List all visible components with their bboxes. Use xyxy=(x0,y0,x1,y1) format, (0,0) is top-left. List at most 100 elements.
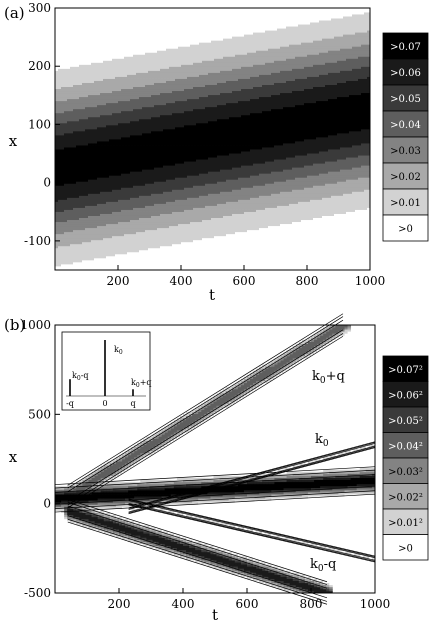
heat-cell xyxy=(79,249,83,253)
heat-cell xyxy=(91,255,95,259)
heat-cell xyxy=(91,199,95,202)
heat-cell xyxy=(70,86,74,90)
heat-cell xyxy=(97,46,101,49)
heat-cell xyxy=(94,219,98,223)
heat-cell xyxy=(82,68,86,71)
heat-cell xyxy=(97,100,101,104)
heat-cell xyxy=(55,167,59,170)
heat-cell xyxy=(70,46,74,49)
heat-cell xyxy=(97,229,101,233)
heat-cell xyxy=(61,189,65,192)
heat-cell xyxy=(85,163,89,166)
heat-cell xyxy=(79,239,83,243)
heat-cell xyxy=(76,235,80,239)
heat-cell xyxy=(58,106,62,110)
heat-cell xyxy=(97,116,101,120)
heat-cell xyxy=(58,245,62,249)
heat-cell xyxy=(67,227,71,231)
heat-cell xyxy=(97,60,101,63)
heat-cell xyxy=(73,189,77,192)
heat-cell xyxy=(76,50,80,53)
heat-cell xyxy=(73,88,77,92)
heat-cell xyxy=(64,177,68,180)
heat-cell xyxy=(97,243,101,247)
heat-cell xyxy=(91,241,95,245)
heat-cell xyxy=(61,86,65,90)
heat-cell xyxy=(82,134,86,138)
heat-cell xyxy=(97,62,101,65)
heat-cell xyxy=(94,80,98,83)
heat-cell xyxy=(58,54,62,57)
heat-cell xyxy=(97,120,101,124)
heat-cell xyxy=(97,237,101,241)
heat-cell xyxy=(61,128,65,132)
heat-cell xyxy=(88,141,92,144)
heat-cell xyxy=(100,40,104,43)
heat-cell xyxy=(82,145,86,148)
heat-cell xyxy=(55,118,59,122)
heat-cell xyxy=(88,245,92,249)
heat-cell xyxy=(100,257,104,261)
heat-cell xyxy=(76,48,80,51)
heat-cell xyxy=(73,213,77,216)
heat-cell xyxy=(85,223,89,227)
heat-cell xyxy=(73,102,77,106)
heat-cell xyxy=(97,199,101,202)
heat-cell xyxy=(97,145,101,148)
heat-cell xyxy=(67,80,71,83)
heat-cell xyxy=(67,195,71,198)
heat-cell xyxy=(94,185,98,188)
heat-cell xyxy=(67,223,71,227)
heat-cell xyxy=(91,231,95,235)
heat-cell xyxy=(67,181,71,184)
heat-cell xyxy=(67,58,71,61)
heat-cell xyxy=(55,263,59,267)
heat-cell xyxy=(94,126,98,130)
heat-cell xyxy=(76,253,80,257)
heat-cell xyxy=(94,253,98,257)
heat-cell xyxy=(82,92,86,96)
heat-cell xyxy=(88,243,92,247)
heat-cell xyxy=(100,265,104,269)
heat-cell xyxy=(94,205,98,208)
heat-cell xyxy=(64,251,68,255)
heat-cell xyxy=(55,213,59,216)
heat-cell xyxy=(70,128,74,132)
heat-cell xyxy=(97,54,101,57)
heat-cell xyxy=(61,132,65,136)
heat-cell xyxy=(58,165,62,168)
heat-cell xyxy=(97,114,101,118)
heat-cell xyxy=(97,181,101,184)
heat-cell xyxy=(76,134,80,138)
heat-cell xyxy=(67,90,71,94)
heat-cell xyxy=(64,237,68,241)
heat-cell xyxy=(118,38,122,41)
heat-cell xyxy=(73,203,77,206)
heat-cell xyxy=(61,134,65,138)
heat-cell xyxy=(88,171,92,174)
heat-cell xyxy=(58,145,62,148)
heat-cell xyxy=(82,257,86,261)
heat-cell xyxy=(82,141,86,144)
heat-cell xyxy=(76,46,80,49)
heat-cell xyxy=(73,100,77,104)
heat-cell xyxy=(64,136,68,140)
heat-cell xyxy=(64,255,68,259)
heat-cell xyxy=(94,203,98,206)
heat-cell xyxy=(58,153,62,156)
heat-cell xyxy=(55,177,59,180)
heat-cell xyxy=(91,82,95,85)
heat-cell xyxy=(58,253,62,257)
heat-cell xyxy=(70,233,74,237)
heat-cell xyxy=(91,247,95,251)
heat-cell xyxy=(79,128,83,132)
heat-cell xyxy=(79,235,83,239)
heat-cell xyxy=(64,82,68,85)
heat-cell xyxy=(55,169,59,172)
heat-cell xyxy=(61,66,65,69)
heat-cell xyxy=(67,241,71,245)
heat-cell xyxy=(70,253,74,257)
heat-cell xyxy=(76,149,80,152)
heat-cell xyxy=(55,187,59,190)
heat-cell xyxy=(61,102,65,106)
